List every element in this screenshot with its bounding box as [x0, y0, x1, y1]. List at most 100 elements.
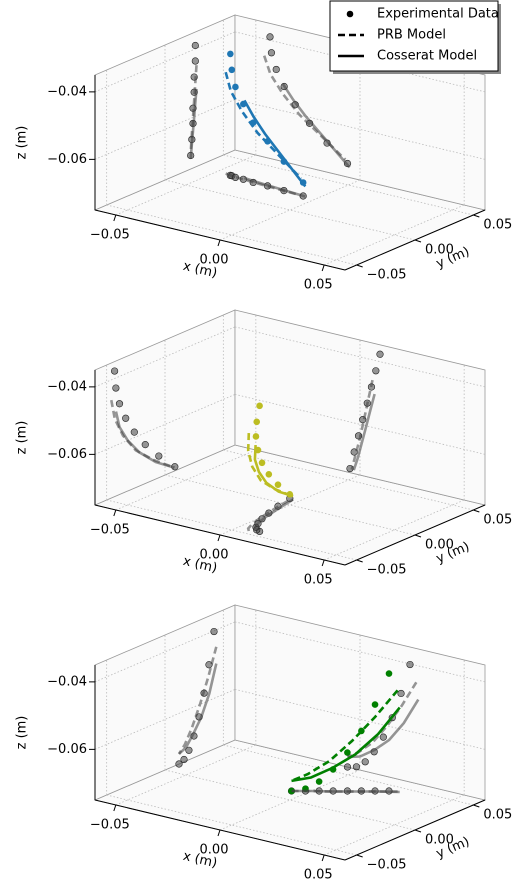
- tick-mark: [217, 829, 221, 837]
- x-tick-label: 0.00: [200, 843, 229, 858]
- legend-label: Cosserat Model: [377, 49, 477, 64]
- y-axis: [344, 799, 486, 861]
- z-axis-label: z (m): [15, 716, 30, 750]
- tick-mark: [113, 509, 117, 517]
- x-tick-label: 0.05: [304, 278, 333, 293]
- grid-line: [106, 794, 357, 856]
- legend-label: Experimental Data: [377, 7, 499, 22]
- grid-line: [234, 98, 486, 160]
- projection-cosserat-curve: [244, 176, 306, 198]
- z-tick-label: −0.04: [47, 379, 87, 394]
- x-tick-label: −0.05: [90, 523, 130, 538]
- grid-line: [94, 31, 236, 93]
- x-axis: [94, 799, 346, 861]
- projection-data-point: [266, 33, 274, 41]
- tick-mark: [217, 534, 221, 542]
- projection-data-point: [112, 384, 120, 392]
- x-tick-label: 0.00: [200, 253, 229, 268]
- tick-mark: [113, 214, 117, 222]
- data-point: [258, 459, 266, 467]
- data-point: [315, 778, 323, 785]
- legend-box: [329, 0, 499, 72]
- y-tick-label: −0.05: [367, 858, 407, 873]
- projection-data-point: [191, 57, 199, 65]
- cosserat-curve: [243, 99, 307, 188]
- projection-data-point: [110, 367, 119, 375]
- projection-data-point: [191, 41, 199, 50]
- data-point: [385, 670, 393, 677]
- z-axis-label: z (m): [15, 126, 30, 160]
- z-tick-label: −0.06: [47, 152, 87, 167]
- data-point: [371, 701, 379, 708]
- projection-data-point: [397, 689, 405, 698]
- data-point: [228, 66, 236, 74]
- y-axis: [344, 504, 486, 566]
- grid-line: [94, 689, 236, 750]
- grid-line: [106, 204, 357, 266]
- z-axis-label: z (m): [15, 421, 30, 455]
- tick-mark: [414, 239, 422, 243]
- tick-mark: [473, 214, 480, 218]
- tick-mark: [356, 264, 363, 268]
- legend: Experimental Data PRB Model Cosserat Model: [329, 0, 501, 74]
- x-tick-label: 0.05: [304, 868, 333, 882]
- grid-line: [324, 499, 465, 561]
- data-point: [344, 749, 351, 756]
- x-tick-label: −0.05: [90, 228, 130, 243]
- grid-line: [164, 474, 416, 536]
- y-tick-label: 0.00: [425, 538, 454, 553]
- tick-mark: [321, 854, 325, 862]
- projection-data-point: [185, 746, 193, 754]
- projection-data-point: [372, 367, 380, 375]
- legend-marker: [346, 10, 354, 18]
- y-tick-label: 0.05: [483, 513, 512, 528]
- projection-prb-curve: [177, 646, 218, 755]
- tick-mark: [217, 239, 221, 247]
- projection-cosserat-curve: [189, 88, 198, 160]
- grid-line: [324, 204, 465, 266]
- grid-line: [94, 326, 236, 388]
- grid-line: [219, 474, 361, 536]
- tick-mark: [414, 829, 422, 833]
- tick-mark: [113, 804, 117, 812]
- projection-prb-curve: [262, 55, 347, 161]
- grid-line: [234, 31, 486, 93]
- z-tick-label: −0.04: [47, 674, 87, 689]
- grid-line: [106, 499, 357, 561]
- data-point: [232, 83, 239, 91]
- projection-cosserat-curve: [114, 411, 175, 469]
- grid-line: [234, 621, 486, 683]
- subplot: −0.050.000.05−0.050.000.05−0.04−0.06x (m…: [15, 309, 512, 588]
- grid-line: [164, 769, 416, 831]
- projection-cosserat-curve: [178, 663, 218, 755]
- projection-cosserat-curve: [352, 393, 376, 471]
- subplot: −0.050.000.05−0.050.000.05−0.04−0.06x (m…: [15, 0, 512, 293]
- y-tick-label: 0.00: [425, 833, 454, 848]
- grid-line: [115, 744, 256, 806]
- projection-data-point: [180, 755, 188, 764]
- grid-line: [115, 449, 256, 511]
- grid-line: [234, 688, 486, 750]
- z-tick-label: −0.06: [47, 447, 87, 462]
- y-axis: [344, 209, 486, 271]
- projection-data-point: [343, 763, 352, 771]
- projection-data-point: [141, 441, 149, 449]
- grid-line: [94, 394, 236, 455]
- projection-cosserat-curve: [291, 789, 400, 794]
- projection-data-point: [175, 760, 183, 768]
- projection-data-point: [267, 49, 276, 57]
- grid-line: [324, 794, 465, 856]
- projection-data-point: [122, 414, 130, 422]
- data-point: [227, 50, 234, 58]
- x-tick-label: 0.00: [200, 548, 229, 563]
- y-tick-label: 0.05: [483, 218, 512, 233]
- subplot: −0.050.000.05−0.050.000.05−0.04−0.06x (m…: [15, 604, 512, 882]
- projection-cosserat-curve: [253, 498, 294, 530]
- grid-line: [234, 393, 486, 455]
- tick-mark: [473, 804, 480, 808]
- legend-label: PRB Model: [377, 28, 446, 43]
- cosserat-curve: [291, 706, 401, 783]
- grid-line: [234, 326, 486, 388]
- projection-data-point: [130, 428, 138, 436]
